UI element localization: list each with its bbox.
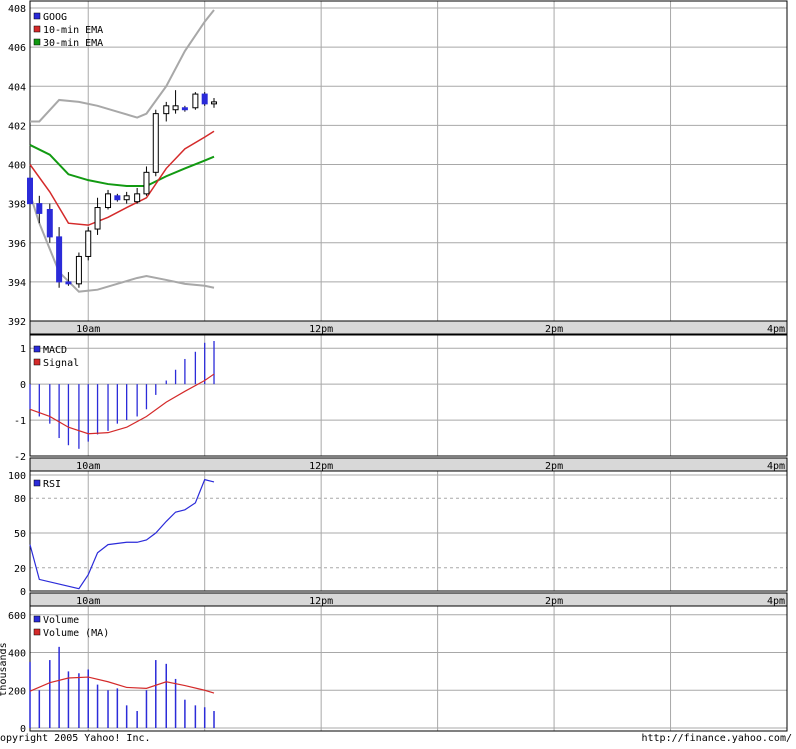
- y-tick-label: 396: [8, 239, 26, 250]
- y-tick-label: 400: [8, 161, 26, 172]
- legend-label: 10-min EMA: [43, 25, 103, 36]
- y-tick-label: 404: [8, 82, 26, 93]
- x-tick-label: 10am: [76, 461, 100, 472]
- legend-swatch: [33, 358, 41, 366]
- candle-body: [46, 208, 53, 238]
- time-axis-band: [29, 457, 788, 472]
- y-tick-label: 80: [14, 494, 26, 505]
- candle-body: [56, 236, 63, 283]
- panel-frame-macd: [29, 334, 788, 457]
- legend-swatch: [33, 25, 41, 33]
- legend-swatch: [33, 628, 41, 636]
- x-tick-label: 12pm: [309, 324, 333, 335]
- copyright-text: opyright 2005 Yahoo! Inc.: [0, 733, 151, 744]
- y-tick-label: 0: [20, 380, 26, 391]
- candle-body: [152, 113, 159, 173]
- y-tick-label: -1: [14, 416, 26, 427]
- x-tick-label: 4pm: [767, 324, 785, 335]
- signal-line: [29, 373, 215, 435]
- y-tick-label: 20: [14, 564, 26, 575]
- ema10-line: [29, 130, 215, 226]
- y-tick-label: 400: [8, 649, 26, 660]
- x-tick-label: 10am: [76, 596, 100, 607]
- y-tick-label: 100: [8, 471, 26, 482]
- y-tick-label: 402: [8, 121, 26, 132]
- legend-label: MACD: [43, 345, 67, 356]
- legend-swatch: [33, 38, 41, 46]
- y-tick-label: 600: [8, 611, 26, 622]
- x-tick-label: 2pm: [545, 324, 563, 335]
- volume-ma-line: [29, 676, 215, 694]
- y-tick-label: -2: [14, 452, 26, 463]
- ema30-line: [29, 144, 215, 188]
- legend-swatch: [33, 12, 41, 20]
- legend-label: RSI: [43, 479, 61, 490]
- candle-body: [123, 195, 130, 201]
- x-tick-label: 4pm: [767, 461, 785, 472]
- x-tick-label: 2pm: [545, 596, 563, 607]
- legend-swatch: [33, 615, 41, 623]
- source-url[interactable]: http://finance.yahoo.com/: [641, 733, 792, 744]
- x-tick-label: 12pm: [309, 461, 333, 472]
- candle-body: [36, 203, 43, 214]
- upper-band-line: [30, 9, 215, 123]
- legend-label: Volume (MA): [43, 628, 109, 639]
- x-tick-label: 4pm: [767, 596, 785, 607]
- candle-body: [172, 105, 179, 111]
- legend-label: Volume: [43, 615, 79, 626]
- y-tick-label: 406: [8, 43, 26, 54]
- x-tick-label: 10am: [76, 324, 100, 335]
- legend-label: 30-min EMA: [43, 38, 103, 49]
- y-axis-label: thousands: [0, 642, 9, 696]
- legend-label: GOOG: [43, 12, 67, 23]
- legend-swatch: [33, 345, 41, 353]
- y-tick-label: 394: [8, 278, 26, 289]
- lower-band-line: [29, 193, 215, 293]
- candle-body: [201, 93, 208, 105]
- panel-frame-volume: [29, 604, 788, 732]
- y-tick-label: 0: [20, 587, 26, 598]
- legend-swatch: [33, 479, 41, 487]
- candle-body: [65, 281, 72, 285]
- candle-body: [143, 171, 150, 195]
- candle-body: [114, 195, 121, 201]
- x-tick-label: 12pm: [309, 596, 333, 607]
- y-tick-label: 398: [8, 200, 26, 211]
- candle-body: [181, 107, 188, 111]
- candle-body: [75, 255, 82, 285]
- panel-frame-price: [29, 0, 788, 322]
- candle-body: [163, 105, 170, 115]
- x-tick-label: 2pm: [545, 461, 563, 472]
- y-tick-label: 200: [8, 686, 26, 697]
- y-tick-label: 0: [20, 724, 26, 735]
- candle-body: [27, 177, 33, 205]
- panel-frame-rsi: [29, 468, 788, 592]
- rsi-line: [29, 478, 215, 590]
- time-axis-band: [29, 320, 788, 335]
- time-axis-band: [29, 592, 788, 607]
- candle-body: [192, 93, 199, 109]
- y-tick-label: 408: [8, 4, 26, 15]
- candle-body: [134, 193, 141, 203]
- y-tick-label: 50: [14, 529, 26, 540]
- candle-body: [94, 207, 101, 230]
- candle-body: [105, 193, 112, 209]
- legend-label: Signal: [43, 358, 79, 369]
- candle-body: [211, 101, 218, 105]
- y-tick-label: 392: [8, 317, 26, 328]
- y-tick-label: 1: [20, 344, 26, 355]
- candle-body: [85, 230, 92, 257]
